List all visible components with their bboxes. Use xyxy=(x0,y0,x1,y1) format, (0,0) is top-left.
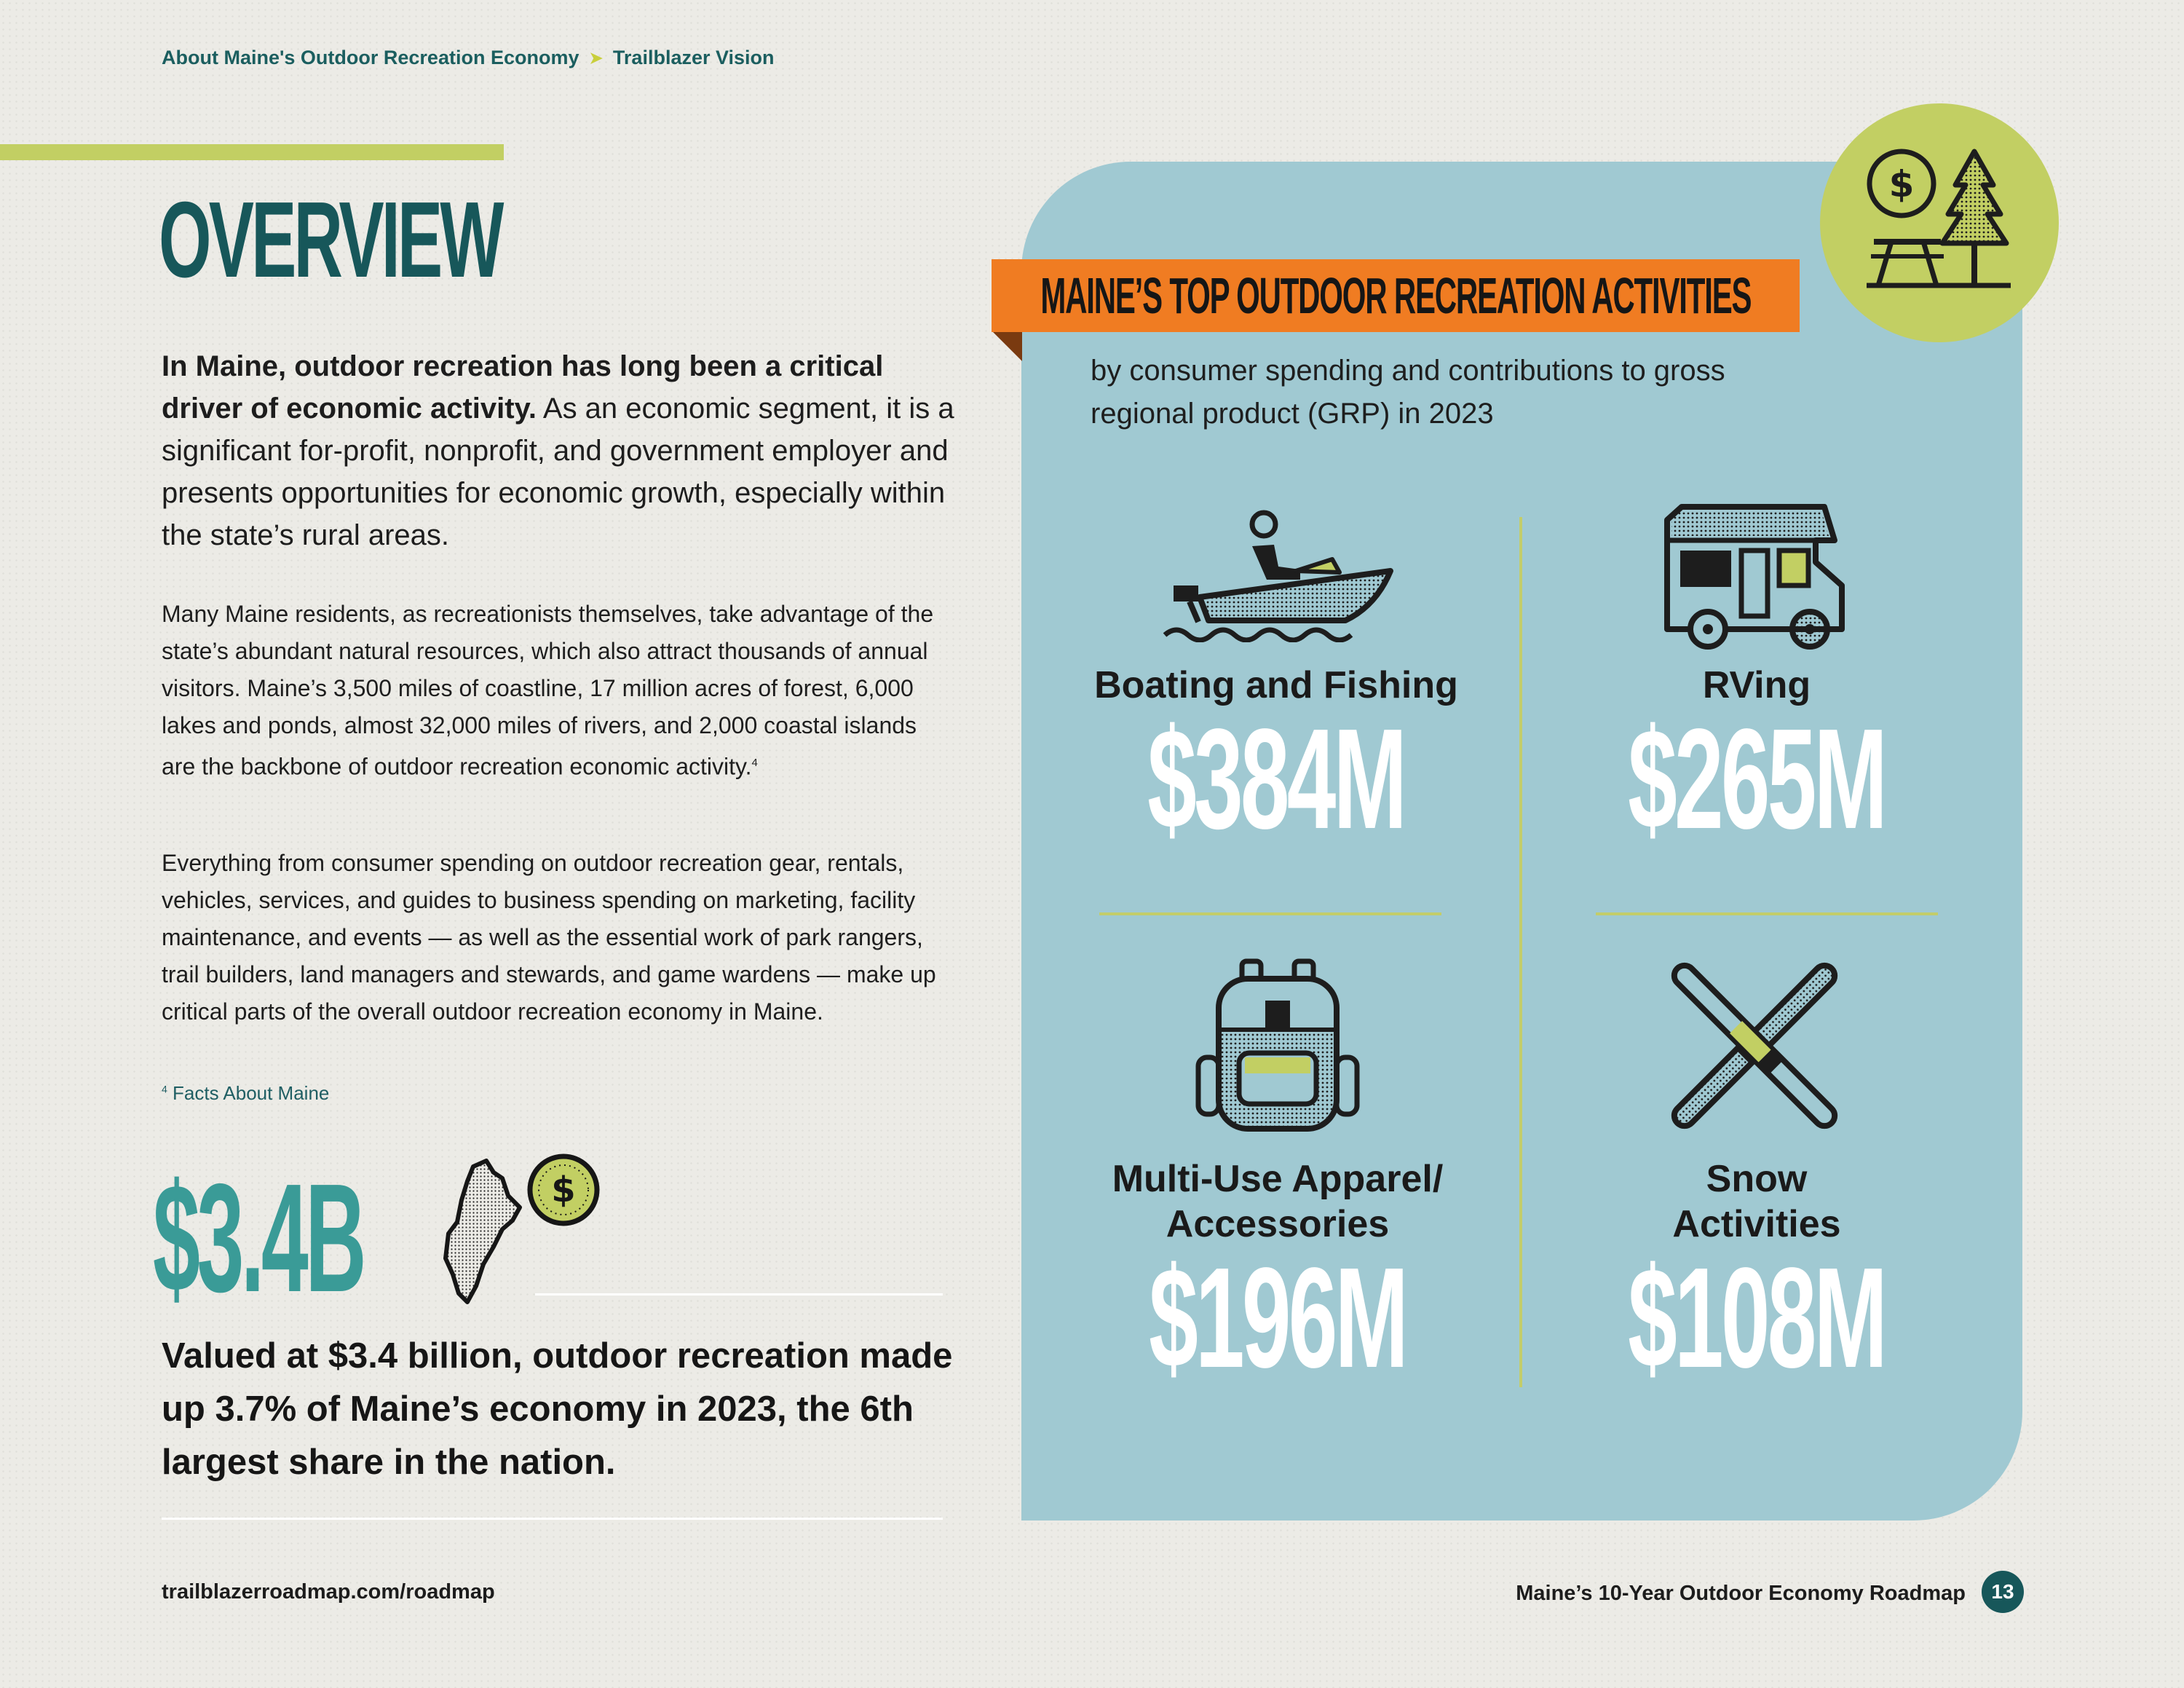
lead-rest: As an economic segment, it is a signific… xyxy=(162,393,954,551)
activity-value: $196M xyxy=(1149,1238,1409,1397)
money-tree-icon: $ xyxy=(1820,103,2059,342)
stat-value: $3.4B xyxy=(153,1151,367,1324)
stat-description: Valued at $3.4 billion, outdoor recreati… xyxy=(162,1336,953,1482)
paragraph-text: Many Maine residents, as recreationists … xyxy=(162,601,934,780)
body-paragraph-1: Many Maine residents, as recreationists … xyxy=(162,596,955,786)
page-number-badge: 13 xyxy=(1982,1571,2024,1613)
activity-label: Boating and Fishing xyxy=(1094,664,1458,706)
panel-subtitle: by consumer spending and contributions t… xyxy=(1091,355,1725,430)
panel-divider-horizontal xyxy=(1596,912,1938,915)
divider-line xyxy=(535,1293,943,1295)
activity-value: $384M xyxy=(1147,699,1408,859)
maine-dollar-icon: $ xyxy=(435,1149,607,1311)
footer-url-link[interactable]: trailblazerroadmap.com/roadmap xyxy=(162,1580,495,1604)
lead-bold: In Maine, outdoor recreation has long be… xyxy=(162,350,884,425)
footnote-number: 4 xyxy=(162,1083,167,1095)
page-title: OVERVIEW xyxy=(159,180,504,300)
accent-bar xyxy=(0,144,504,160)
footnote-ref[interactable]: 4 xyxy=(751,757,758,769)
activity-label: RVing xyxy=(1702,664,1811,706)
panel-divider-vertical xyxy=(1519,517,1522,1387)
activity-card-rving: RVing $265M xyxy=(1538,663,1975,851)
activity-value: $265M xyxy=(1628,699,1888,859)
activity-card-snow: Snow Activities $108M xyxy=(1538,1156,1975,1389)
svg-text:$: $ xyxy=(551,1170,575,1210)
svg-text:$: $ xyxy=(1889,163,1915,205)
backpack-icon xyxy=(1194,958,1361,1133)
banner-fold xyxy=(992,331,1022,361)
footer-title: Maine’s 10-Year Outdoor Economy Roadmap xyxy=(1516,1582,1966,1605)
panel-heading-banner: MAINE’S TOP OUTDOOR RECREATION ACTIVITIE… xyxy=(992,259,1800,332)
divider-line xyxy=(162,1518,943,1520)
activity-card-boating: Boating and Fishing $384M xyxy=(1058,663,1495,851)
panel-divider-horizontal xyxy=(1099,912,1441,915)
breadcrumb-arrow-icon: ➤ xyxy=(589,48,603,67)
footnote: 4 Facts About Maine xyxy=(162,1082,329,1105)
skis-icon xyxy=(1661,953,1848,1139)
boat-icon xyxy=(1158,504,1405,643)
rv-icon xyxy=(1660,498,1856,651)
activity-value: $108M xyxy=(1628,1238,1888,1397)
activity-card-apparel: Multi-Use Apparel/ Accessories $196M xyxy=(1059,1156,1496,1389)
panel-heading: MAINE’S TOP OUTDOOR RECREATION ACTIVITIE… xyxy=(1040,267,1752,324)
activity-label: Multi-Use Apparel/ Accessories xyxy=(1112,1158,1444,1245)
breadcrumb-section[interactable]: About Maine's Outdoor Recreation Economy xyxy=(162,47,579,68)
breadcrumb: About Maine's Outdoor Recreation Economy… xyxy=(162,47,775,69)
lead-paragraph: In Maine, outdoor recreation has long be… xyxy=(162,345,955,556)
footnote-text: Facts About Maine xyxy=(173,1082,330,1104)
activity-label: Snow Activities xyxy=(1672,1158,1841,1245)
body-paragraph-2: Everything from consumer spending on out… xyxy=(162,850,936,1025)
breadcrumb-current[interactable]: Trailblazer Vision xyxy=(612,47,775,68)
